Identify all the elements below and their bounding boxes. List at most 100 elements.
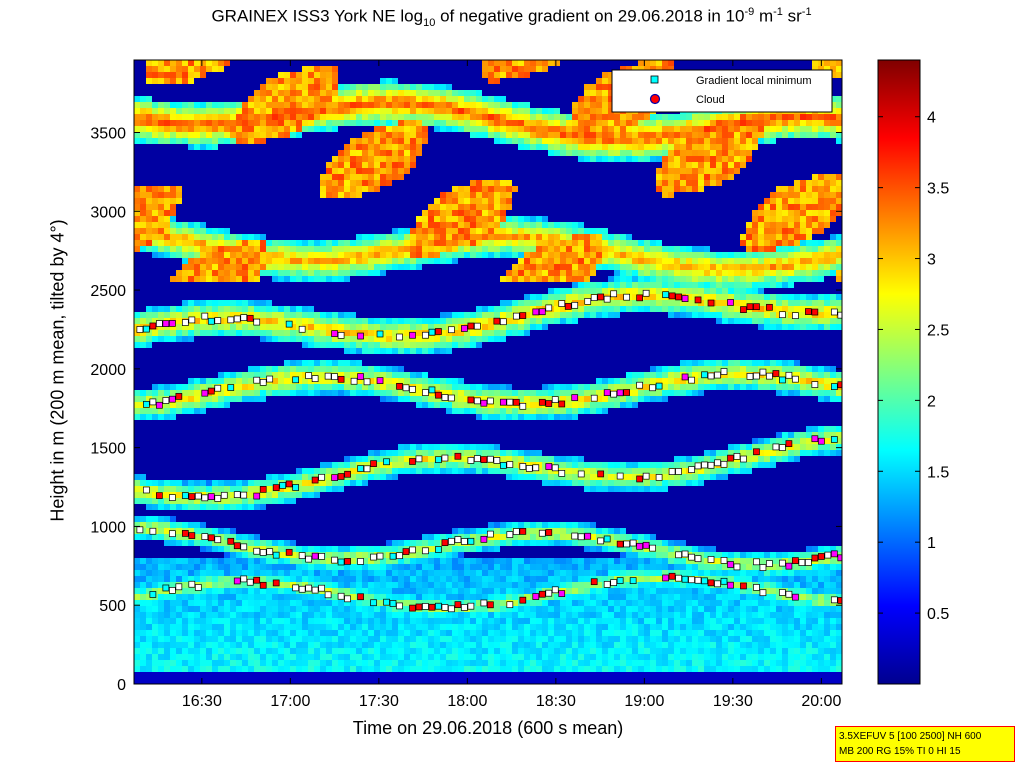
heatmap-cell: [254, 558, 261, 565]
heatmap-cell: [224, 312, 231, 319]
heatmap-cell: [254, 264, 261, 271]
heatmap-cell: [290, 120, 297, 127]
heatmap-cell: [140, 576, 147, 583]
heatmap-cell: [368, 498, 375, 505]
heatmap-cell: [392, 132, 399, 139]
heatmap-cell: [158, 264, 165, 271]
heatmap-cell: [146, 318, 153, 325]
heatmap-cell: [248, 72, 255, 79]
heatmap-cell: [338, 342, 345, 349]
heatmap-cell: [314, 486, 321, 493]
heatmap-cell: [254, 150, 261, 157]
heatmap-cell: [404, 84, 411, 91]
heatmap-cell: [152, 228, 159, 235]
heatmap-cell: [158, 438, 165, 445]
heatmap-cell: [392, 144, 399, 151]
heatmap-cell: [326, 630, 333, 637]
heatmap-cell: [386, 204, 393, 211]
heatmap-cell: [248, 96, 255, 103]
heatmap-cell: [284, 540, 291, 547]
heatmap-cell: [278, 318, 285, 325]
heatmap-cell: [398, 186, 405, 193]
heatmap-cell: [344, 660, 351, 667]
heatmap-cell: [410, 102, 417, 109]
heatmap-cell: [380, 624, 387, 631]
heatmap-cell: [218, 546, 225, 553]
heatmap-cell: [344, 450, 351, 457]
heatmap-cell: [170, 96, 177, 103]
heatmap-cell: [134, 216, 141, 223]
heatmap-cell: [266, 78, 273, 85]
heatmap-cell: [152, 96, 159, 103]
heatmap-cell: [212, 228, 219, 235]
heatmap-cell: [212, 636, 219, 643]
heatmap-cell: [386, 648, 393, 655]
heatmap-cell: [320, 678, 327, 684]
heatmap-cell: [266, 270, 273, 277]
heatmap-cell: [290, 414, 297, 421]
heatmap-cell: [320, 468, 327, 475]
heatmap-cell: [416, 360, 423, 367]
heatmap-cell: [230, 570, 237, 577]
heatmap-cell: [392, 378, 399, 385]
heatmap-cell: [302, 288, 309, 295]
heatmap-cell: [404, 300, 411, 307]
heatmap-cell: [404, 210, 411, 217]
heatmap-cell: [368, 576, 375, 583]
heatmap-cell: [152, 114, 159, 121]
heatmap-cell: [392, 114, 399, 121]
heatmap-cell: [278, 582, 285, 589]
heatmap-cell: [236, 108, 243, 115]
heatmap-cell: [302, 102, 309, 109]
heatmap-cell: [416, 600, 423, 607]
heatmap-cell: [140, 288, 147, 295]
heatmap-cell: [194, 60, 201, 67]
heatmap-cell: [158, 528, 165, 535]
heatmap-cell: [158, 276, 165, 283]
heatmap-cell: [146, 594, 153, 601]
heatmap-cell: [176, 408, 183, 415]
heatmap-cell: [392, 270, 399, 277]
heatmap-cell: [368, 84, 375, 91]
heatmap-cell: [362, 138, 369, 145]
heatmap-cell: [284, 264, 291, 271]
heatmap-cell: [386, 666, 393, 673]
heatmap-cell: [164, 330, 171, 337]
heatmap-cell: [290, 234, 297, 241]
heatmap-cell: [182, 276, 189, 283]
heatmap-cell: [380, 384, 387, 391]
heatmap-cell: [362, 540, 369, 547]
heatmap-cell: [248, 414, 255, 421]
heatmap-cell: [206, 306, 213, 313]
heatmap-cell: [380, 282, 387, 289]
heatmap-cell: [146, 630, 153, 637]
heatmap-cell: [416, 114, 423, 121]
heatmap-cell: [236, 168, 243, 175]
heatmap-cell: [236, 378, 243, 385]
heatmap-cell: [320, 246, 327, 253]
heatmap-cell: [368, 270, 375, 277]
heatmap-cell: [296, 522, 303, 529]
heatmap-cell: [194, 360, 201, 367]
heatmap-cell: [314, 234, 321, 241]
heatmap-cell: [194, 210, 201, 217]
heatmap-cell: [242, 324, 249, 331]
heatmap-cell: [398, 660, 405, 667]
heatmap-cell: [386, 186, 393, 193]
heatmap-cell: [236, 444, 243, 451]
heatmap-cell: [254, 630, 261, 637]
heatmap-cell: [170, 456, 177, 463]
heatmap-cell: [266, 618, 273, 625]
heatmap-cell: [410, 132, 417, 139]
heatmap-cell: [164, 408, 171, 415]
heatmap-cell: [314, 666, 321, 673]
heatmap-cell: [224, 294, 231, 301]
heatmap-cell: [254, 594, 261, 601]
heatmap-cell: [164, 180, 171, 187]
heatmap-cell: [248, 216, 255, 223]
heatmap-cell: [152, 132, 159, 139]
heatmap-cell: [308, 366, 315, 373]
heatmap-cell: [164, 402, 171, 409]
heatmap-cell: [398, 564, 405, 571]
heatmap-cell: [200, 354, 207, 361]
